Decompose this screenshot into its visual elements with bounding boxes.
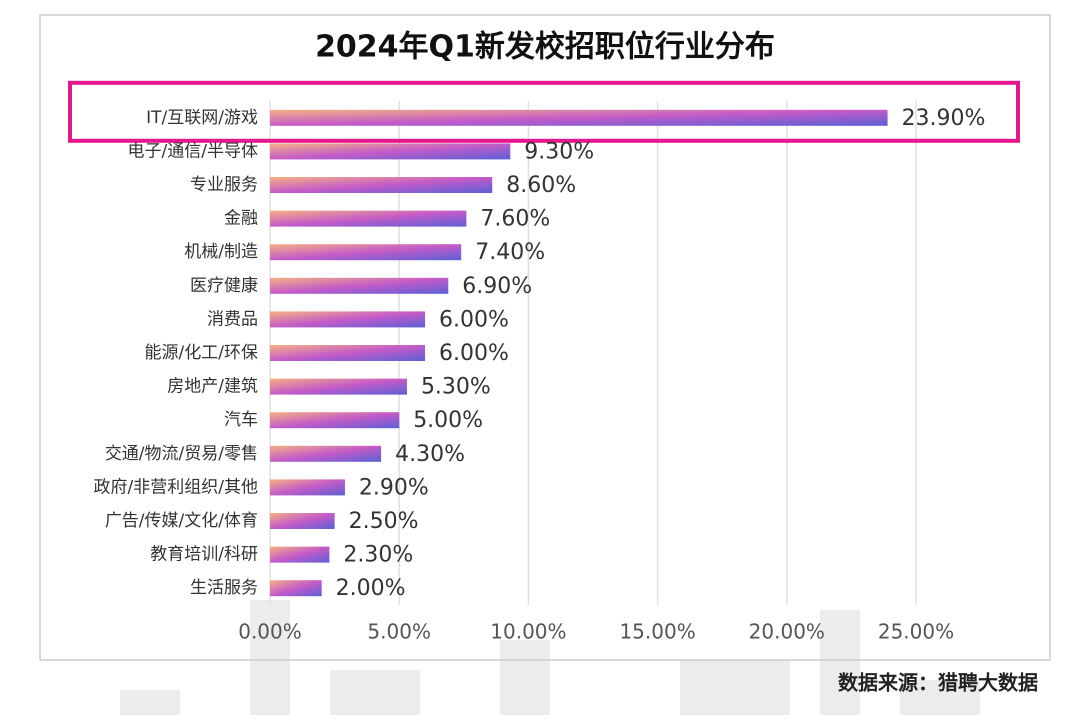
bar <box>270 513 335 529</box>
value-label: 2.00% <box>336 576 406 601</box>
value-label: 2.50% <box>349 509 419 534</box>
value-label: 7.40% <box>475 240 545 265</box>
bar <box>270 277 449 294</box>
y-tick-label: 机械/制造 <box>184 242 258 262</box>
y-tick-label: 专业服务 <box>190 175 258 195</box>
value-label: 4.30% <box>395 442 465 467</box>
bar <box>270 412 400 429</box>
y-tick-label: 政府/非营利组织/其他 <box>94 477 258 497</box>
y-tick-label: 生活服务 <box>190 578 258 598</box>
y-tick-label: 消费品 <box>207 309 258 329</box>
bar <box>270 210 467 227</box>
y-tick-label: 交通/物流/贸易/零售 <box>105 444 258 464</box>
value-label: 2.90% <box>359 475 429 500</box>
value-label: 2.30% <box>343 543 413 568</box>
bar <box>270 546 330 563</box>
bar <box>270 177 493 193</box>
value-label: 5.00% <box>413 408 483 433</box>
y-tick-label: 教育培训/科研 <box>150 545 258 565</box>
y-tick-label: 汽车 <box>224 410 258 430</box>
y-tick-label: 金融 <box>224 209 258 229</box>
x-tick-label: 5.00% <box>367 620 431 644</box>
bar <box>270 378 407 395</box>
highlight-box <box>68 80 1020 143</box>
bar <box>270 143 511 160</box>
y-tick-label: 医疗健康 <box>190 276 258 296</box>
value-label: 5.30% <box>421 375 491 400</box>
chart-title: 2024年Q1新发校招职位行业分布 <box>315 30 775 65</box>
y-tick-label: IT/互联网/游戏 <box>146 108 258 128</box>
plot-area: 0.00% 5.00% 10.00% 15.00% 20.00% 25.00% IT/互联网… <box>68 80 1020 644</box>
bar <box>270 311 426 328</box>
y-tick-label: 房地产/建筑 <box>167 377 258 397</box>
bar <box>270 479 345 496</box>
x-tick-label: 20.00% <box>749 620 825 644</box>
bar <box>270 244 462 261</box>
chart-frame <box>39 14 1051 661</box>
x-tick-label: 25.00% <box>878 620 954 644</box>
skyline-decoration <box>120 600 980 715</box>
x-tick-label: 15.00% <box>619 620 695 644</box>
value-label: 6.90% <box>462 274 532 299</box>
y-tick-label: 电子/通信/半导体 <box>128 141 258 161</box>
value-label: 7.60% <box>480 207 550 232</box>
value-label: 6.00% <box>439 341 509 366</box>
y-tick-label: 能源/化工/环保 <box>145 343 258 363</box>
value-label: 8.60% <box>506 173 576 198</box>
value-label: 9.30% <box>524 139 594 164</box>
x-tick-label: 0.00% <box>238 620 302 644</box>
source-note: 数据来源：猎聘大数据 <box>838 671 1038 695</box>
bar <box>270 345 426 361</box>
bar <box>270 109 888 126</box>
x-tick-label: 10.00% <box>490 620 566 644</box>
y-tick-label: 广告/传媒/文化/体育 <box>105 511 258 531</box>
bar <box>270 445 382 462</box>
value-label: 23.90% <box>902 106 986 131</box>
value-label: 6.00% <box>439 307 509 332</box>
bar <box>270 580 322 597</box>
